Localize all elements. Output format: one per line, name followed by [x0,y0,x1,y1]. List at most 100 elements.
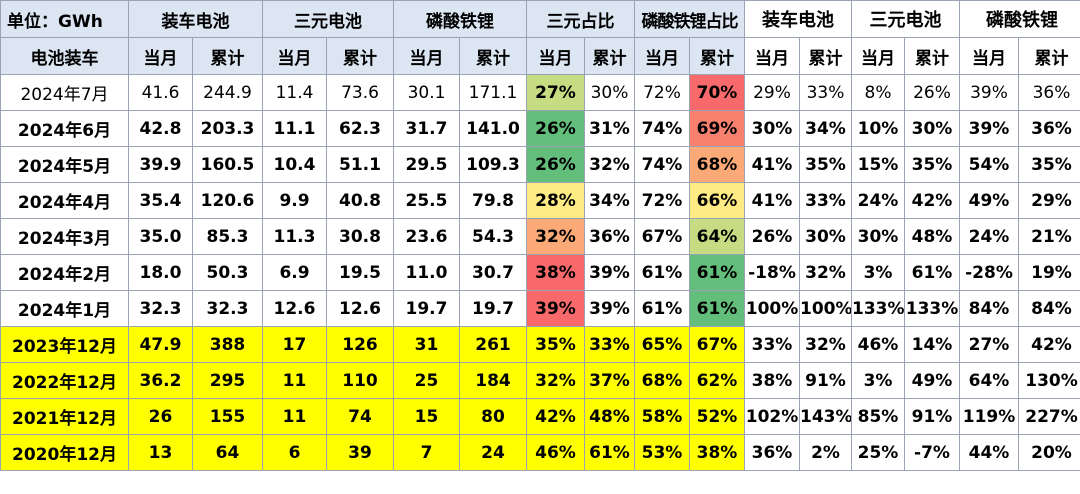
table-row: 2024年1月 32.3 32.3 12.6 12.6 19.7 19.7 39% 39% 61%… [0,290,1080,327]
sub-header: 累计 [326,37,394,75]
table-cell: 11 [262,362,327,399]
table-cell: 39 [326,434,394,471]
row-label: 2020年12月 [0,434,129,471]
table-cell: 61% [634,290,690,327]
table-cell: 35.4 [128,182,193,219]
table-cell: 61% [904,254,960,291]
table-cell: 74 [326,398,394,435]
table-cell: 46% [526,434,585,471]
group-header: 装车电池 [128,0,263,38]
table-cell: 38% [744,362,800,399]
table-cell: 30% [904,110,960,147]
table-cell: 46% [851,326,905,363]
table-cell: 54% [959,146,1019,183]
table-cell: 80 [459,398,527,435]
table-cell: 35% [799,146,852,183]
table-cell: 49% [959,182,1019,219]
sub-header: 当月 [851,37,905,75]
table-cell: 66% [689,182,745,219]
table-cell: 26% [904,74,960,111]
row-label: 2024年4月 [0,182,129,219]
table-cell: 110 [326,362,394,399]
table-cell: 36% [1018,110,1080,147]
row-label: 2024年2月 [0,254,129,291]
table-cell: 19.7 [459,290,527,327]
table-cell: 68% [689,146,745,183]
row-label: 2024年6月 [0,110,129,147]
table-cell: 48% [584,398,635,435]
table-row: 2023年12月 47.9 388 17 126 31 261 35% 33% 65% 67% 33%… [0,326,1080,363]
table-cell: 261 [459,326,527,363]
table-cell: 49% [904,362,960,399]
table-cell: 41.6 [128,74,193,111]
row-label: 2024年7月 [0,74,129,111]
table-row: 2024年3月 35.0 85.3 11.3 30.8 23.6 54.3 32% 36% 67%… [0,218,1080,255]
table-cell: 11.4 [262,74,327,111]
table-cell: 119% [959,398,1019,435]
table-cell: 62.3 [326,110,394,147]
table-cell: 28% [526,182,585,219]
table-cell: 39% [584,290,635,327]
table-cell: 25 [393,362,460,399]
table-cell: 244.9 [192,74,263,111]
row-label: 2024年3月 [0,218,129,255]
table-cell: 10% [851,110,905,147]
table-cell: 25% [851,434,905,471]
table-cell: 15 [393,398,460,435]
table-cell: 11 [262,398,327,435]
table-cell: 48% [904,218,960,255]
group-header: 三元占比 [526,0,635,38]
row-label: 2024年1月 [0,290,129,327]
table-cell: 25.5 [393,182,460,219]
row-label: 2021年12月 [0,398,129,435]
table-cell: 26 [128,398,193,435]
table-cell: 13 [128,434,193,471]
table-cell: 133% [904,290,960,327]
sub-header: 累计 [799,37,852,75]
table-cell: 70% [689,74,745,111]
table-cell: 3% [851,362,905,399]
table-cell: 29% [744,74,800,111]
table-cell: 41% [744,182,800,219]
sub-header: 累计 [904,37,960,75]
table-cell: 32.3 [128,290,193,327]
table-cell: 61% [689,290,745,327]
table-cell: 68% [634,362,690,399]
sub-header: 累计 [584,37,635,75]
table-cell: 64 [192,434,263,471]
table-cell: 32% [584,146,635,183]
table-cell: 32% [799,326,852,363]
table-cell: 54.3 [459,218,527,255]
table-row: 2024年7月 41.6 244.9 11.4 73.6 30.1 171.1 27% 30% 7… [0,74,1080,111]
table-cell: 24 [459,434,527,471]
table-cell: 2% [799,434,852,471]
group-header: 磷酸铁锂占比 [634,0,745,38]
table-cell: 39% [584,254,635,291]
table-cell: 30.7 [459,254,527,291]
table-cell: 130% [1018,362,1080,399]
table-cell: 67% [634,218,690,255]
table-cell: 69% [689,110,745,147]
table-cell: 6 [262,434,327,471]
table-cell: 36% [744,434,800,471]
table-cell: 11.0 [393,254,460,291]
table-cell: 14% [904,326,960,363]
table-cell: 32% [526,218,585,255]
table-cell: 38% [689,434,745,471]
table-cell: 91% [904,398,960,435]
table-cell: 38% [526,254,585,291]
table-cell: 24% [851,182,905,219]
table-cell: 30% [799,218,852,255]
table-cell: 58% [634,398,690,435]
table-cell: 6.9 [262,254,327,291]
table-cell: 100% [744,290,800,327]
table-cell: -7% [904,434,960,471]
table-cell: 84% [959,290,1019,327]
table-cell: 85% [851,398,905,435]
table-cell: 32.3 [192,290,263,327]
table-cell: 102% [744,398,800,435]
table-cell: 34% [584,182,635,219]
table-cell: 23.6 [393,218,460,255]
sub-header: 累计 [192,37,263,75]
table-cell: 15% [851,146,905,183]
